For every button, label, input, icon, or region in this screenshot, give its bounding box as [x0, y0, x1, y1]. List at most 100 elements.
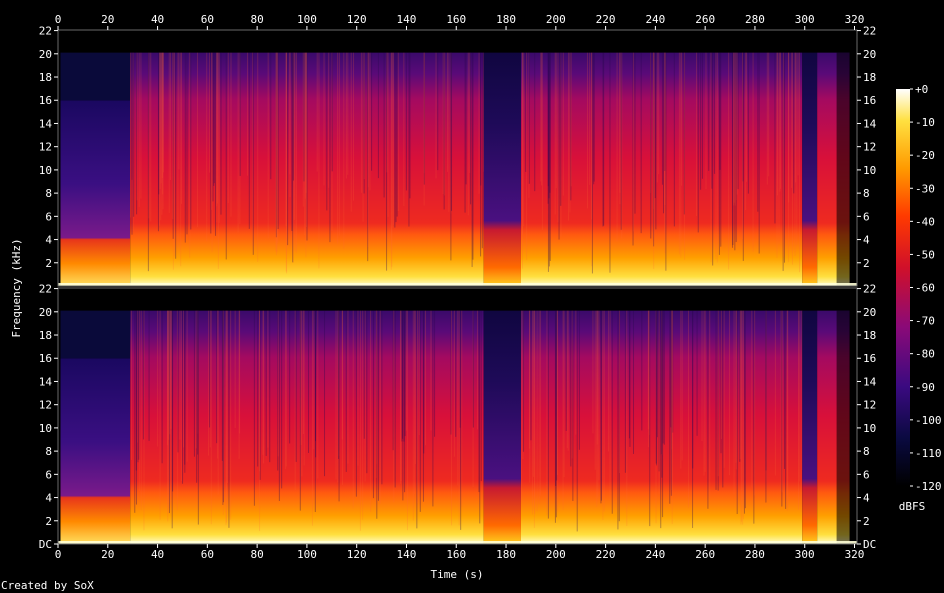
y-tick-label-right: 4 [863, 234, 870, 247]
transient-line [276, 52, 278, 253]
transient-line [215, 52, 217, 236]
transient-line [554, 52, 556, 215]
transient-line [176, 310, 178, 511]
transient-line [632, 52, 634, 246]
transient-line [263, 310, 265, 464]
transient-line [253, 310, 255, 506]
transient-line [392, 52, 394, 225]
y-tick-label: 16 [39, 94, 52, 107]
transient-line [287, 52, 289, 246]
transient-line [566, 310, 568, 449]
transient-line [197, 310, 199, 525]
transient-line [222, 310, 224, 505]
transient-line [471, 52, 473, 268]
transient-line [381, 310, 383, 485]
colorbar: +0 -10 -20 -30 -40 -50 -60 -70 -80 -90 -100 -110 -12… [896, 83, 942, 493]
y-tick-label: 12 [39, 399, 52, 412]
transient-line [157, 52, 159, 232]
transient-line [216, 52, 218, 223]
transient-line [683, 52, 685, 215]
y-tick-label: 8 [45, 187, 52, 200]
transient-line [596, 310, 598, 507]
transient-line [138, 310, 140, 491]
transient-line [234, 310, 236, 429]
transient-line [131, 52, 133, 235]
transient-line [743, 310, 745, 514]
transient-line [347, 310, 349, 464]
y-tick-label-right: 20 [863, 48, 876, 61]
transient-line [230, 52, 232, 217]
transient-line [728, 52, 730, 270]
transient-line [437, 52, 439, 171]
transient-line [160, 52, 162, 184]
y-tick-label-right: 12 [863, 141, 876, 154]
transient-line [216, 310, 218, 444]
transient-line [457, 310, 459, 486]
transient-line [453, 310, 455, 457]
transient-line [405, 52, 407, 191]
transient-line [171, 310, 173, 529]
transient-line [717, 310, 719, 491]
transient-line [305, 52, 307, 193]
transient-line [212, 52, 214, 202]
transient-line [565, 310, 567, 431]
transient-line [800, 310, 802, 513]
transient-line [572, 310, 574, 501]
transient-line [560, 52, 562, 206]
transient-line [534, 52, 536, 192]
transient-line [285, 52, 287, 227]
transient-line [157, 310, 159, 447]
transient-line [218, 52, 220, 223]
transient-line [710, 52, 712, 263]
transient-line [671, 310, 673, 450]
transient-line [467, 52, 469, 216]
x-tick-label-top: 140 [397, 13, 417, 26]
x-tick-label: 60 [201, 548, 214, 561]
transient-line [338, 52, 340, 236]
transient-line [225, 52, 227, 260]
transient-line [177, 310, 179, 453]
transient-line [687, 310, 689, 508]
transient-line [708, 52, 710, 171]
transient-line [350, 52, 352, 212]
transient-line [609, 310, 611, 501]
transient-line [766, 52, 768, 185]
colorbar-tick-label: -10 [915, 116, 935, 129]
transient-line [172, 52, 174, 220]
transient-line [414, 310, 416, 495]
transient-line [143, 310, 145, 531]
transient-line [600, 310, 602, 504]
transient-line [478, 52, 480, 194]
transient-line [450, 310, 452, 435]
transient-line [548, 52, 550, 199]
panel-frame [57, 29, 858, 287]
transient-line [216, 52, 218, 204]
transient-line [295, 310, 297, 462]
transient-line [432, 310, 434, 507]
transient-line [422, 310, 424, 502]
transient-line [304, 52, 306, 236]
transient-line [216, 52, 218, 207]
x-axis-label: Time (s) [431, 568, 484, 581]
transient-line [450, 52, 452, 214]
transient-line [549, 52, 551, 193]
transient-line [780, 310, 782, 492]
transient-line [275, 52, 277, 238]
x-tick-label: 240 [645, 548, 665, 561]
transient-line [593, 52, 595, 185]
transient-line [394, 310, 396, 488]
transient-line [401, 310, 403, 442]
transient-line [533, 310, 535, 528]
transient-line [409, 52, 411, 199]
y-tick-label-right: 8 [863, 445, 870, 458]
transient-line [208, 310, 210, 456]
transient-line [167, 310, 169, 514]
transient-line [624, 310, 626, 473]
spectrum-segment [520, 52, 803, 287]
transient-line [529, 310, 531, 449]
transient-line [434, 310, 436, 437]
y-tick-label-right: 2 [863, 257, 870, 270]
transient-line [781, 310, 783, 493]
transient-line [168, 310, 170, 440]
transient-line [547, 52, 549, 204]
